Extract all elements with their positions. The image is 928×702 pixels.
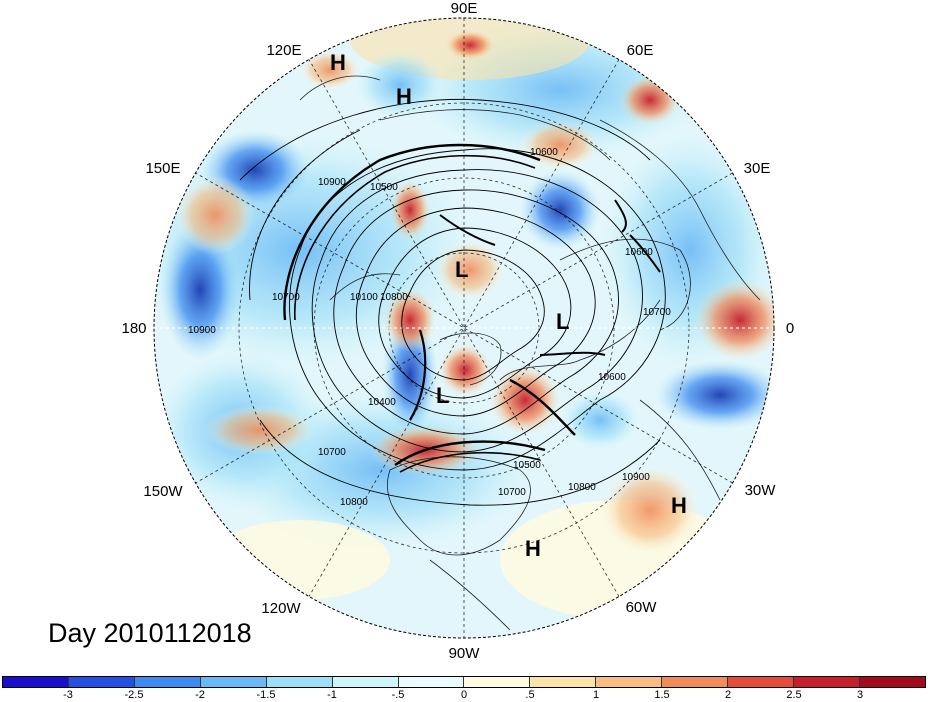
high-120e: H	[330, 50, 346, 75]
lon-label-150e: 150E	[145, 160, 180, 177]
colorbar-tick-label: -1.5	[256, 689, 276, 701]
lon-label-90e: 90E	[451, 0, 478, 17]
lon-label-150w: 150W	[143, 483, 183, 500]
colorbar-cell	[68, 677, 135, 687]
colorbar-cell	[3, 677, 69, 687]
high-caribbean: H	[525, 536, 541, 561]
colorbar-cell	[662, 677, 729, 687]
graticule	[154, 18, 774, 638]
lon-label-180: 180	[121, 320, 146, 337]
lon-label-120e: 120E	[266, 42, 301, 59]
anomaly-field: 10900 10500 10100 10700 10900 10800 1040…	[154, 18, 774, 638]
lon-label-0: 0	[786, 320, 794, 337]
colorbar-cell	[728, 677, 795, 687]
colorbar	[2, 676, 926, 688]
colorbar-cell	[859, 677, 925, 687]
contour-label: 10700	[318, 447, 346, 458]
low-pole: L	[455, 257, 468, 282]
colorbar-tick-label: -1	[327, 689, 337, 701]
colorbar-cell	[596, 677, 663, 687]
contour-label: 10700	[643, 307, 671, 318]
pressure-centers: H H L L L H H	[330, 50, 687, 561]
colorbar-cell	[794, 677, 860, 687]
high-atlantic: H	[671, 493, 687, 518]
contour-label: 10100	[350, 292, 378, 303]
lon-label-60e: 60E	[627, 42, 654, 59]
contour-label: 10600	[530, 147, 558, 158]
colorbar-tick-label: -.5	[391, 689, 405, 701]
height-contours	[239, 98, 666, 506]
colorbar-cell	[134, 677, 201, 687]
colorbar-cell	[530, 677, 597, 687]
contour-label: 10600	[625, 247, 653, 258]
lon-label-30e: 30E	[744, 160, 771, 177]
colorbar-tick-label: 1	[592, 689, 600, 701]
lon-label-90w: 90W	[449, 645, 481, 662]
colorbar-cell	[332, 677, 399, 687]
colorbar-cell	[398, 677, 465, 687]
colorbar-tick-label: -3	[63, 689, 73, 701]
contour-label: 10600	[598, 372, 626, 383]
colorbar-tick-label: 1.5	[654, 689, 670, 701]
colorbar-tick-label: 2.5	[786, 689, 802, 701]
colorbar-labels: -3 -2.5 -2 -1.5 -1 -.5 0 .5 1 1.5 2 2.5 3	[2, 689, 926, 702]
coastlines	[299, 75, 761, 631]
colorbar-tick-label: -2	[195, 689, 205, 701]
colorbar-cell	[266, 677, 333, 687]
longitude-labels: 90E 60E 30E 0 30W 60W 90W 120W 150W 180 …	[121, 0, 794, 662]
colorbar-tick-label: 2	[724, 689, 732, 701]
contour-label: 10500	[513, 460, 541, 471]
contour-label: 10800	[380, 292, 408, 303]
lon-label-120w: 120W	[261, 600, 301, 617]
day-label: Day 2010112018	[48, 618, 252, 648]
contour-label: 10700	[272, 292, 300, 303]
lon-label-30w: 30W	[745, 482, 777, 499]
polar-map: 10900 10500 10100 10700 10900 10800 1040…	[121, 0, 794, 662]
contour-label: 10500	[370, 182, 398, 193]
colorbar-tick-label: -2.5	[124, 689, 144, 701]
low-europe: L	[556, 309, 569, 334]
contour-label-group: 10900 10500 10100 10700 10900 10800 1040…	[188, 147, 671, 508]
contour-label: 10900	[318, 177, 346, 188]
colorbar-tick-label: 3	[856, 689, 864, 701]
contour-label: 10800	[340, 497, 368, 508]
colorbar-tick-label: 0	[460, 689, 468, 701]
low-hudson: L	[436, 383, 449, 408]
contour-label: 10400	[368, 397, 396, 408]
lon-label-60w: 60W	[626, 599, 658, 616]
map-boundary	[153, 17, 775, 639]
colorbar-cell	[200, 677, 267, 687]
colorbar-tick-label: .5	[525, 689, 535, 701]
contour-label: 10900	[622, 472, 650, 483]
high-100e: H	[396, 84, 412, 109]
contour-label: 10900	[188, 325, 216, 336]
colorbar-cell	[464, 677, 531, 687]
contour-label: 10800	[568, 482, 596, 493]
contour-label: 10700	[498, 487, 526, 498]
